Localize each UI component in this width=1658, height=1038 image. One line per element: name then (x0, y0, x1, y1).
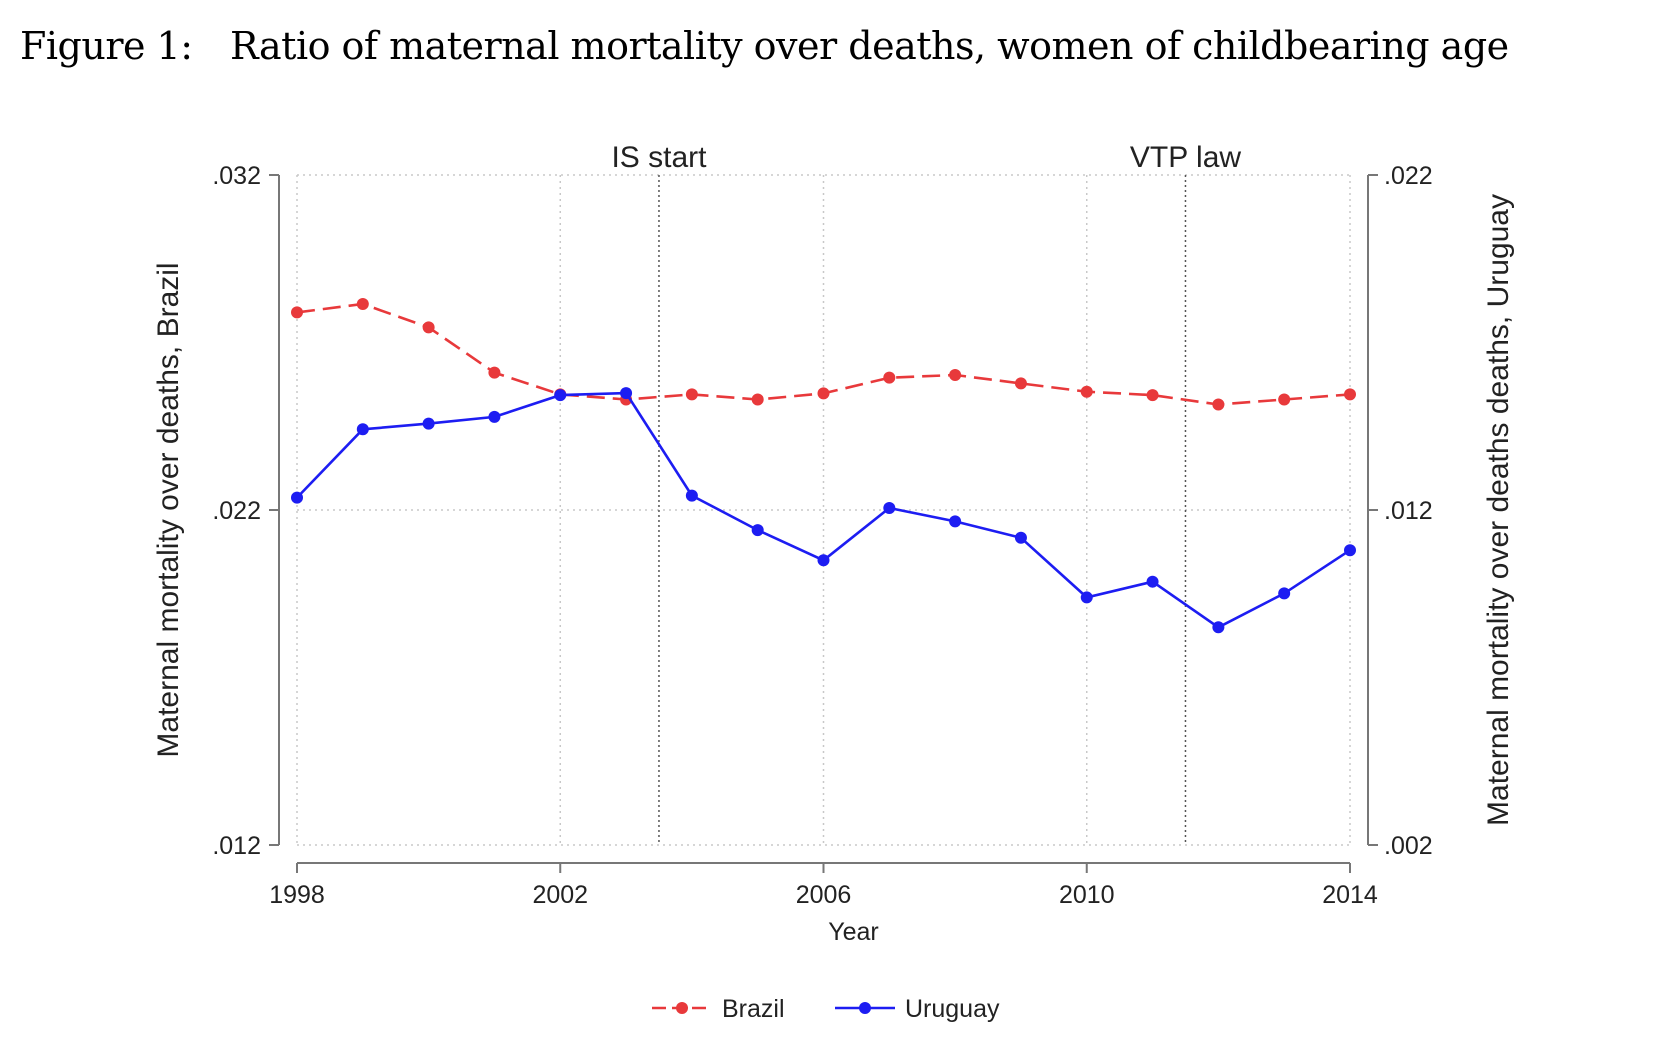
data-point-uruguay (817, 554, 830, 567)
data-point-uruguay (1080, 591, 1093, 604)
data-point-brazil (356, 297, 369, 310)
data-point-uruguay (1344, 544, 1356, 557)
left-axis-tick-label: .032 (212, 162, 261, 190)
right-axis-label: Maternal mortality over deaths deaths, U… (1482, 194, 1515, 826)
annotation-label: VTP law (1130, 141, 1241, 174)
bottom-axis-tick-label: 1998 (269, 881, 325, 909)
annotation-label: IS start (611, 141, 707, 174)
left-axis-tick-label: .012 (212, 832, 261, 860)
data-point-brazil (1014, 377, 1027, 390)
left-axis-tick-label: .022 (212, 497, 261, 525)
legend-swatch-marker (859, 1002, 871, 1014)
data-point-brazil (1278, 393, 1291, 406)
data-point-brazil (817, 387, 830, 400)
data-point-brazil (488, 366, 501, 379)
left-axis-label: Maternal mortality over deaths, Brazil (152, 262, 185, 757)
right-axis-tick-label: .002 (1384, 832, 1433, 860)
data-point-uruguay (685, 489, 698, 502)
data-point-brazil (883, 371, 896, 384)
right-axis-tick-label: .012 (1384, 497, 1433, 525)
legend-label: Uruguay (905, 995, 1000, 1023)
data-point-brazil (949, 368, 962, 381)
data-point-uruguay (554, 389, 567, 402)
data-point-uruguay (620, 387, 633, 400)
x-axis-label: Year (828, 918, 879, 946)
data-point-uruguay (1146, 575, 1159, 588)
data-point-uruguay (1212, 621, 1225, 634)
figure-title: Figure 1: Ratio of maternal mortality ov… (20, 24, 1509, 68)
bottom-axis-tick-label: 2006 (796, 881, 852, 909)
annotation-lines: IS start VTP law (611, 141, 1241, 845)
data-point-brazil (685, 388, 698, 401)
bottom-axis-tick-label: 2010 (1059, 881, 1115, 909)
data-point-uruguay (751, 524, 764, 537)
data-point-uruguay (291, 491, 303, 504)
data-point-uruguay (883, 501, 896, 514)
legend-swatch-marker (676, 1002, 688, 1014)
data-point-brazil (751, 393, 764, 406)
data-point-brazil (1146, 389, 1159, 402)
data-point-uruguay (1278, 587, 1291, 600)
series-layer (291, 297, 1356, 634)
axes: .012 .022 .032 Maternal mortality over deat… (152, 162, 1515, 946)
right-axis-tick-label: .022 (1384, 162, 1433, 190)
data-point-brazil (1212, 398, 1225, 411)
grid-lines (296, 174, 1351, 846)
data-point-brazil (291, 306, 303, 319)
legend: Brazil Uruguay (652, 995, 1000, 1023)
legend-label: Brazil (722, 995, 785, 1023)
data-point-brazil (1080, 385, 1093, 398)
data-point-uruguay (1014, 531, 1027, 544)
data-point-brazil (1344, 388, 1356, 401)
bottom-axis-tick-label: 2002 (532, 881, 588, 909)
data-point-uruguay (356, 423, 369, 436)
data-point-uruguay (949, 515, 962, 528)
data-point-uruguay (422, 417, 435, 430)
data-point-uruguay (488, 410, 501, 423)
bottom-axis-tick-label: 2014 (1322, 881, 1378, 909)
data-point-brazil (422, 321, 435, 334)
